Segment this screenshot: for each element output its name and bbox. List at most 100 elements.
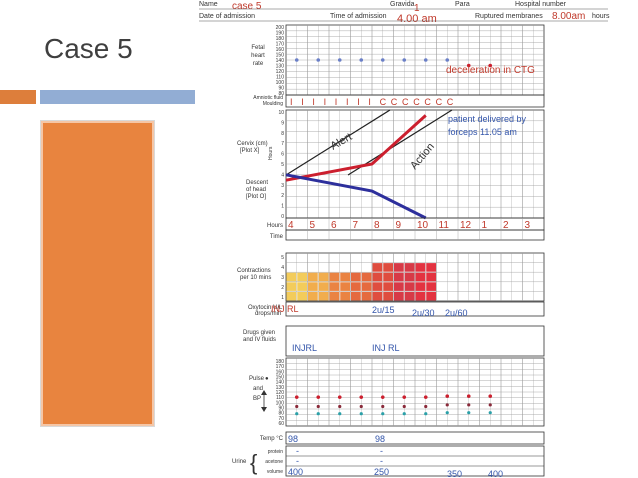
pulse-point (294, 395, 299, 399)
hours-axis-label: Hours (268, 146, 274, 160)
admission-time-label: Time of admission (330, 13, 387, 20)
contraction-block (404, 291, 415, 301)
contraction-block (415, 291, 426, 301)
drugs-label-2: and IV fluids (243, 337, 276, 343)
systolic-point (424, 404, 428, 409)
hour-value: 7 (353, 220, 359, 231)
oxytocin-label-1: Oxytocin U/L (248, 305, 283, 311)
pulse-tick-label: 170 (276, 364, 285, 370)
contraction-block (329, 291, 340, 301)
systolic-point (488, 403, 492, 407)
pulse-point (445, 394, 450, 398)
cervix-tick-label: 0 (281, 214, 284, 220)
contraction-block (372, 272, 383, 282)
oxytocin-entry-2: 2u/15 (372, 305, 395, 315)
cervix-tick-label: 1 (281, 204, 284, 210)
contraction-block (383, 282, 393, 291)
liquor-mark: I (346, 97, 349, 107)
fhr-point (380, 58, 385, 62)
urine-brace-icon: { (250, 450, 257, 475)
diastolic-point (424, 412, 428, 416)
diastolic-point (295, 412, 299, 416)
admission-date-label: Date of admission (199, 13, 255, 20)
cervix-tick-label: 6 (281, 152, 284, 158)
contraction-block (361, 272, 372, 282)
hours-row-label: Hours (267, 223, 283, 229)
urine-label: Urine (232, 459, 247, 465)
pulse-tick-label: 110 (276, 395, 284, 401)
contraction-block (308, 272, 318, 282)
volume-label: volume (267, 469, 283, 475)
systolic-point (359, 404, 363, 409)
diastolic-point (316, 412, 320, 416)
volume-value-4: 400 (488, 469, 503, 478)
time-row-label: Time (270, 234, 284, 240)
hour-value: 4 (288, 220, 294, 231)
head-descent-line (285, 173, 427, 220)
liquor-mark: C (413, 97, 420, 107)
contractions-tick-label: 4 (281, 265, 284, 271)
urine-section: Urine { protein acetone volume - - - - 4… (232, 445, 545, 478)
contraction-block (415, 272, 426, 282)
contraction-block (361, 291, 372, 301)
diastolic-point (488, 411, 492, 415)
fhr-point (294, 58, 299, 62)
hour-value: 8 (374, 220, 380, 231)
liquor-mark: I (312, 97, 315, 107)
diastolic-point (381, 412, 385, 416)
systolic-point (316, 404, 320, 409)
contraction-block (318, 291, 329, 301)
gravida-label: Gravida (390, 1, 415, 8)
fhr-tick-label: 100 (276, 80, 285, 86)
fhr-tick-label: 80 (278, 91, 284, 97)
membranes-label: Ruptured membranes (475, 13, 543, 20)
contraction-block (297, 272, 307, 282)
contraction-block (426, 282, 436, 291)
fhr-tick-label: 170 (276, 42, 285, 48)
pulse-tick-label: 100 (276, 400, 285, 406)
contractions-tick-label: 2 (281, 285, 284, 291)
contraction-block (372, 263, 383, 272)
contraction-block (340, 282, 350, 291)
contraction-block (329, 282, 340, 291)
fhr-tick-label: 110 (276, 75, 284, 81)
diastolic-point (445, 411, 449, 415)
contraction-block (286, 272, 297, 282)
liquor-mark: C (447, 97, 454, 107)
fhr-label-1: Fetal (251, 45, 264, 51)
liquor-mark: I (301, 97, 304, 107)
contraction-block (394, 282, 404, 291)
pulse-tick-label: 60 (278, 421, 284, 427)
delivery-note-1: patient delivered by (448, 114, 527, 124)
cervix-tick-label: 7 (281, 141, 284, 147)
systolic-point (295, 404, 299, 409)
contraction-block (404, 263, 415, 272)
systolic-point (338, 404, 342, 409)
temp-row: Temp °C 98 98 (260, 431, 545, 445)
fhr-point (316, 58, 321, 62)
fhr-tick-label: 120 (276, 69, 285, 75)
descent-label-2: of head (246, 187, 266, 193)
contraction-block (340, 272, 350, 282)
liquor-mark: C (391, 97, 398, 107)
systolic-point (402, 404, 406, 409)
pulse-point (316, 395, 321, 399)
volume-value-3: 350 (447, 469, 462, 478)
pulse-point (402, 395, 407, 399)
pulse-point (466, 394, 471, 398)
fhr-point (359, 58, 364, 62)
bp-label: BP (253, 396, 261, 402)
contractions-section: 5 4 3 2 1 Contractions per 10 mins (237, 252, 545, 302)
hour-value: 6 (331, 220, 337, 231)
contraction-block (286, 291, 297, 301)
fhr-tick-label: 150 (276, 53, 285, 59)
liquor-mark: I (290, 97, 293, 107)
contraction-block (351, 272, 361, 282)
contraction-block (404, 272, 415, 282)
contraction-block (318, 282, 329, 291)
pulse-tick-label: 180 (276, 359, 285, 365)
contraction-block (340, 291, 350, 301)
volume-value-2: 250 (374, 467, 389, 477)
